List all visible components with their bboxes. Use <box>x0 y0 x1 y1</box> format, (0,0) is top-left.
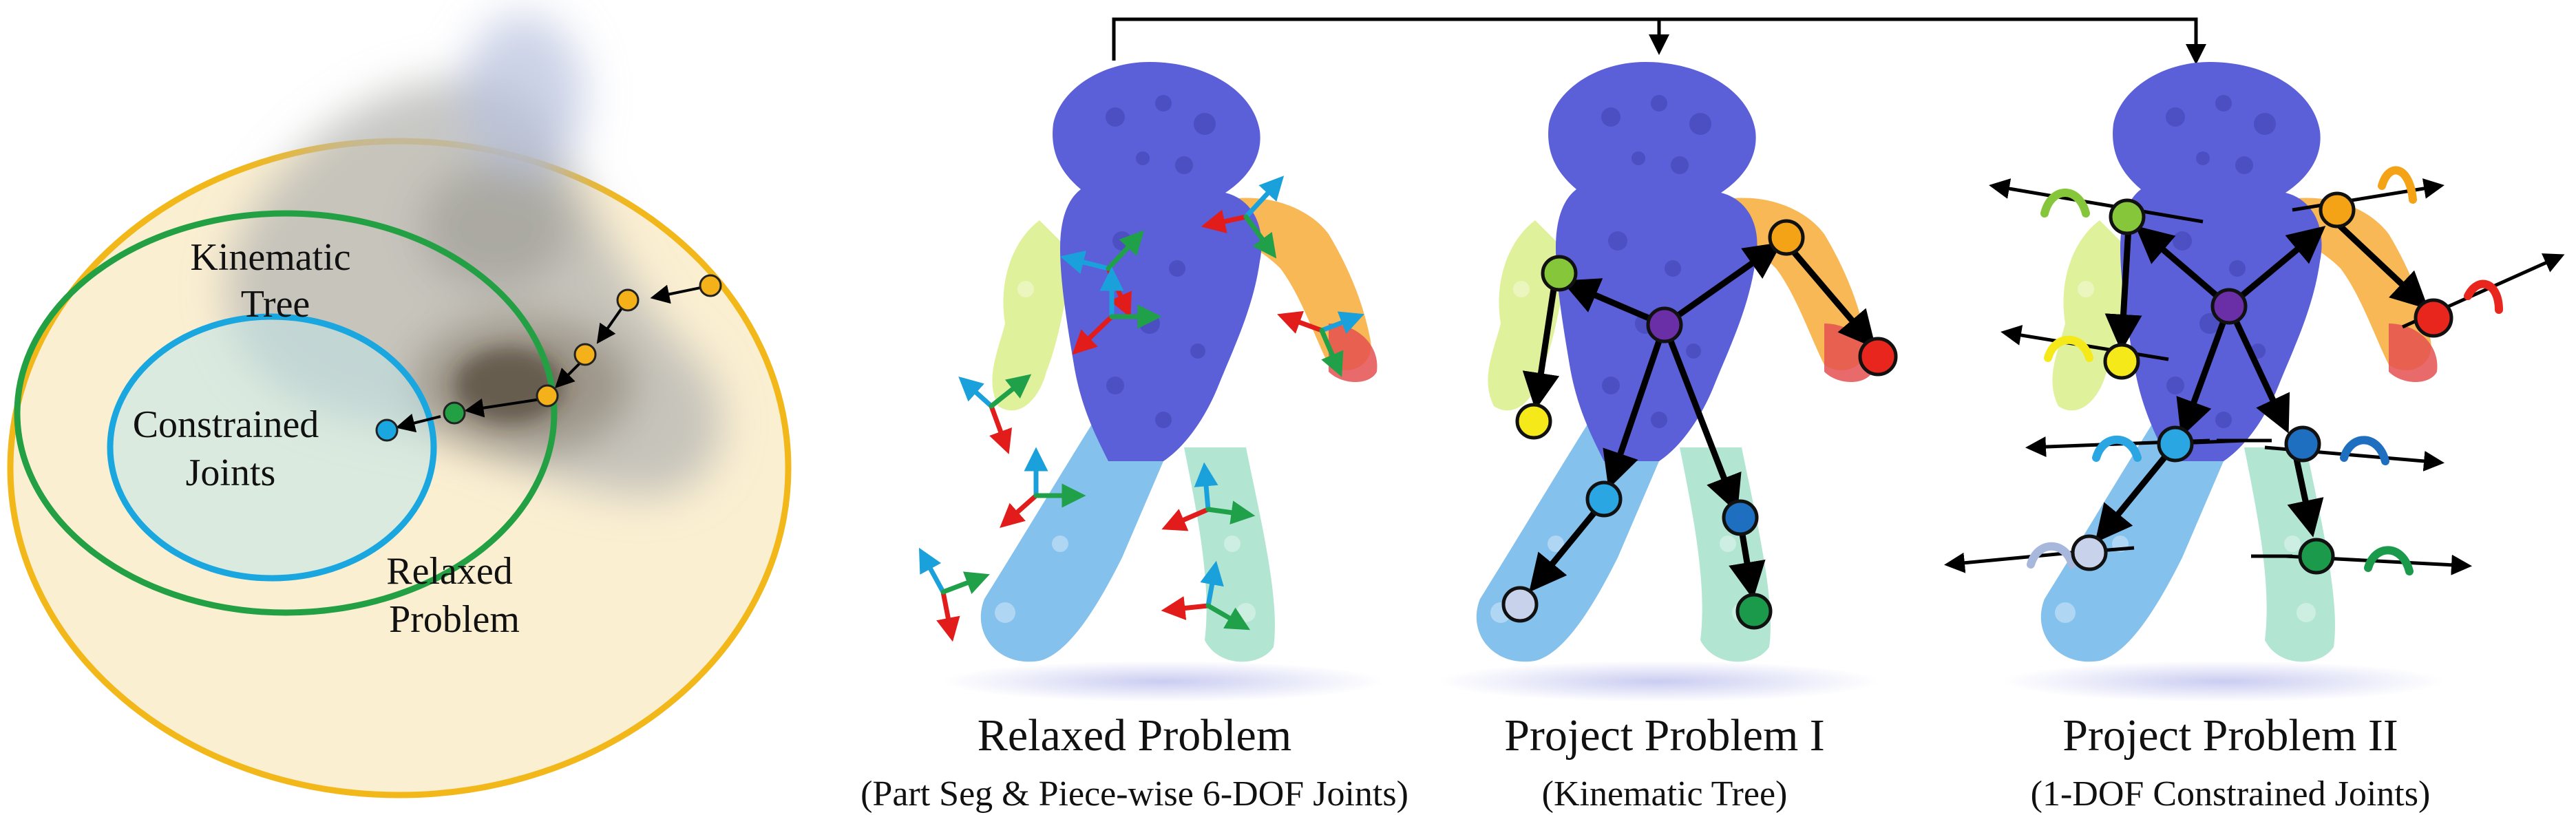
rotation-arrow <box>2340 436 2389 465</box>
panel-title: Relaxed Problem <box>978 710 1291 761</box>
body-point-cloud <box>2003 62 2444 702</box>
joint-frames <box>918 176 1364 642</box>
kinematic-joints <box>1501 219 1898 630</box>
joint <box>2414 298 2453 338</box>
kinematic-tree-label: Kinematic Tree <box>190 236 360 326</box>
set-diagram: Kinematic Tree Constrained Joints Relaxe… <box>7 14 792 798</box>
path-point <box>375 419 399 442</box>
joint <box>1585 480 1623 518</box>
projection-bracket <box>1112 17 2206 65</box>
panel-subtitle: (Kinematic Tree) <box>1542 774 1788 814</box>
joint-frame <box>1201 176 1285 259</box>
joint <box>2157 425 2194 463</box>
joint-frame <box>1000 447 1086 528</box>
panel-project-problem-2: Project Problem II (1-DOF Constrained Jo… <box>1944 62 2565 814</box>
rotation-arrow <box>2092 435 2142 462</box>
rotation-arrow <box>2040 189 2090 218</box>
panel-project-problem-1: Project Problem I (Kinematic Tree) <box>1439 62 1898 814</box>
path-point <box>443 401 466 425</box>
constrained-joints <box>2071 191 2453 575</box>
joint-frame <box>918 547 990 642</box>
joint <box>1735 593 1773 630</box>
joint <box>2319 191 2356 229</box>
joint <box>2103 343 2140 380</box>
joint <box>2298 538 2335 575</box>
joint-root <box>1646 306 1683 343</box>
relaxed-problem-label: Relaxed Problem <box>386 550 522 641</box>
joint-frame <box>1072 266 1162 355</box>
rotation-arrow <box>2378 166 2417 204</box>
panel-relaxed-problem: Relaxed Problem (Part Seg & Piece-wise 6… <box>861 62 1408 814</box>
joint <box>2109 198 2146 235</box>
joint-frame <box>1161 560 1251 631</box>
joint-frame <box>1161 462 1256 531</box>
kinematic-edges <box>1522 239 1877 600</box>
body-point-cloud <box>943 62 1384 702</box>
joint-root <box>2210 288 2248 325</box>
joint <box>1722 499 1759 536</box>
path-point <box>699 274 722 297</box>
path-point <box>616 288 640 312</box>
rotation-arrows <box>2027 166 2503 575</box>
path-points <box>375 274 722 442</box>
path-point <box>536 384 559 407</box>
panel-subtitle: (1-DOF Constrained Joints) <box>2031 774 2431 814</box>
joint <box>1515 403 1552 440</box>
joint <box>1501 586 1539 623</box>
rotation-arrow <box>2027 542 2076 569</box>
joint <box>1858 337 1898 377</box>
path-point <box>573 343 597 366</box>
panel-subtitle: (Part Seg & Piece-wise 6-DOF Joints) <box>861 774 1408 814</box>
rotation-arrow <box>2044 335 2093 362</box>
rotation-arrow <box>2464 279 2503 314</box>
joint <box>1541 255 1578 292</box>
joint-frame <box>958 374 1032 454</box>
rotation-arrow <box>2364 546 2414 575</box>
panel-title: Project Problem II <box>2062 710 2398 761</box>
constrained-joints-region <box>107 313 437 582</box>
joint <box>1768 219 1805 256</box>
joint <box>2071 534 2108 571</box>
joint-frame <box>1277 310 1364 377</box>
kinematic-tree-region <box>14 210 558 616</box>
panel-title: Project Problem I <box>1504 710 1825 761</box>
constrained-joints-label: Constrained Joints <box>133 403 329 494</box>
kinematic-edges <box>2095 214 2429 543</box>
joint <box>2284 425 2321 463</box>
